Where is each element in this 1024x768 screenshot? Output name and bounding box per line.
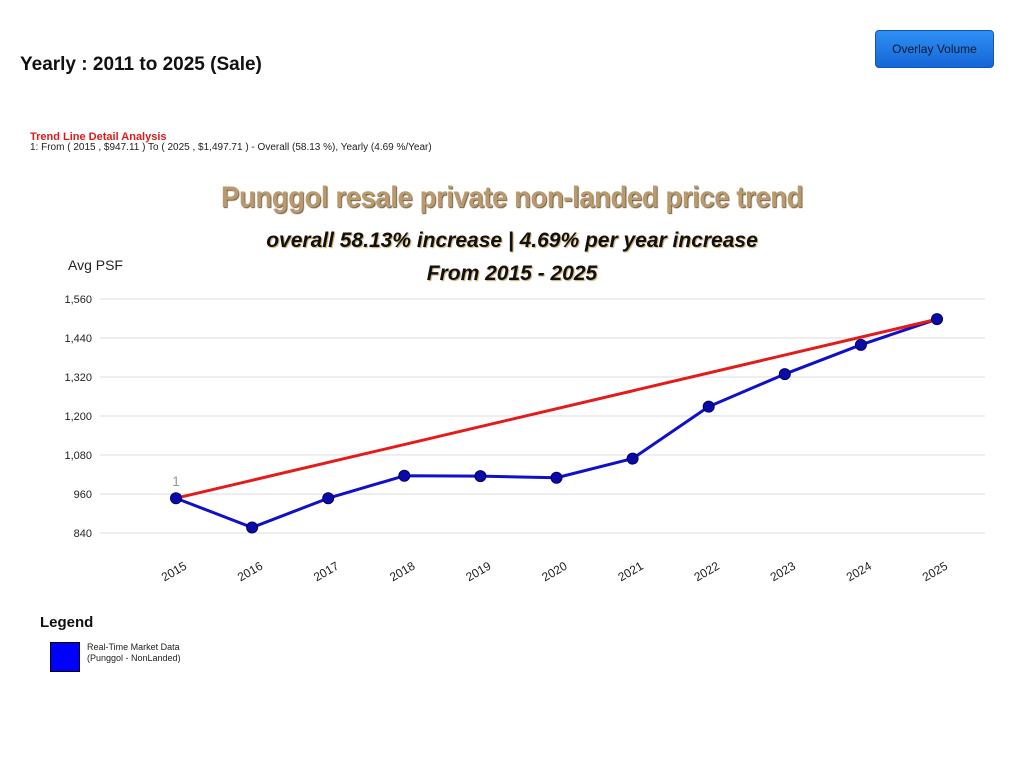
data-point [931,313,943,326]
data-point [246,521,259,534]
overlay-volume-button[interactable]: Overlay Volume [875,30,994,68]
x-tick-label: 2018 [387,559,417,585]
y-tick-label: 1,200 [64,411,92,423]
data-point [322,492,335,505]
chart-headline-period: From 2015 - 2025 [426,262,598,285]
x-tick-label: 2016 [235,559,265,585]
trend-analysis-title: Trend Line Detail Analysis [30,131,167,143]
y-tick-label: 1,080 [64,450,92,462]
data-point [778,368,791,381]
y-tick-label: 1,320 [64,372,92,384]
y-tick-label: 1,440 [64,333,92,345]
x-tick-label: 2019 [463,559,493,585]
legend-text: Real-Time Market Data (Punggol - NonLand… [87,642,181,664]
data-point [474,470,487,483]
legend-line-1: Real-Time Market Data [87,642,180,652]
data-point [854,338,867,351]
data-point [398,469,411,482]
page-heading: Yearly : 2011 to 2025 (Sale) [20,54,262,75]
data-point [550,471,563,484]
legend-line-2: (Punggol - NonLanded) [87,653,181,663]
data-point [626,452,639,465]
y-tick-label: 960 [74,489,92,501]
trend-line [175,317,938,500]
x-tick-label: 2022 [692,559,722,585]
series-line [175,317,938,529]
x-tick-label: 2015 [159,559,189,585]
trend-line-label: 1 [172,473,180,489]
data-point [170,492,182,505]
price-trend-chart: 840 960 1,080 1,200 1,320 1,440 1,560 2015 2016 2… [64,294,985,585]
chart-headline-title: Punggol resale private non-landed price … [220,181,804,214]
legend-title: Legend [40,614,94,631]
x-tick-label: 2020 [539,559,569,585]
y-axis-label: Avg PSF [68,257,123,273]
y-tick-label: 1,560 [64,294,92,306]
x-tick-label: 2025 [920,559,950,585]
x-tick-label: 2024 [844,559,874,585]
legend-swatch [50,642,80,672]
x-tick-label: 2021 [616,559,646,585]
y-tick-label: 840 [74,528,92,540]
legend-item: Real-Time Market Data (Punggol - NonLand… [50,642,181,672]
chart-headline-increase: overall 58.13% increase | 4.69% per year… [266,229,758,252]
data-point [702,400,715,413]
x-tick-label: 2023 [768,559,798,585]
trend-analysis-detail: 1: From ( 2015 , $947.11 ) To ( 2025 , $… [30,142,432,153]
x-tick-label: 2017 [311,559,341,585]
